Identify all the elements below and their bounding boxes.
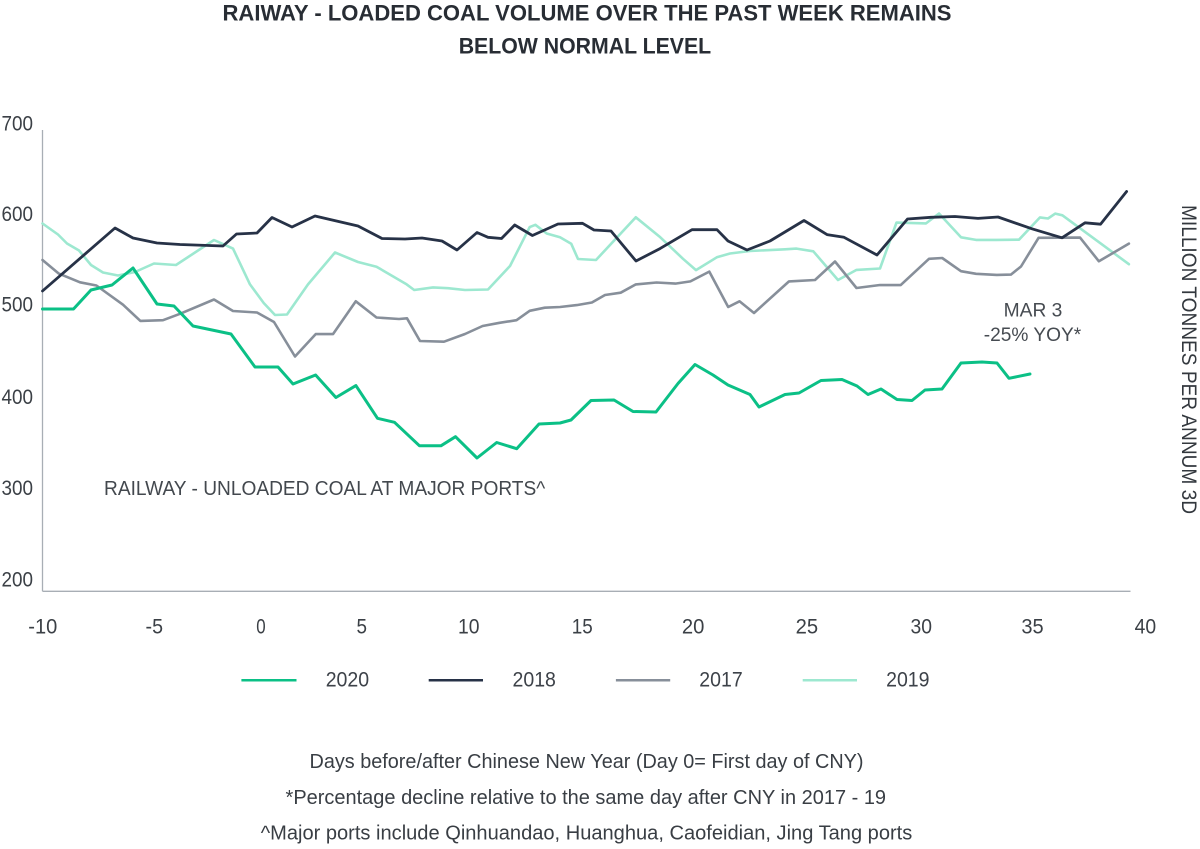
svg-text:200: 200 [2,569,34,592]
svg-text:400: 400 [2,386,34,409]
svg-text:-10: -10 [28,616,57,639]
svg-text:MILLION TONNES PER ANNUM 3D: MILLION TONNES PER ANNUM 3D [1177,205,1200,514]
svg-text:300: 300 [2,477,34,500]
svg-text:-25% YOY*: -25% YOY* [984,324,1082,346]
svg-text:2020: 2020 [326,668,369,691]
svg-text:2017: 2017 [699,668,742,691]
svg-text:10: 10 [458,616,480,639]
svg-text:20: 20 [682,616,705,639]
svg-text:MAR 3: MAR 3 [1004,300,1063,322]
svg-text:15: 15 [572,616,593,639]
svg-text:35: 35 [1021,616,1043,639]
svg-text:2018: 2018 [513,668,556,691]
svg-text:Days before/after Chinese New: Days before/after Chinese New Year (Day … [310,750,864,773]
svg-text:700: 700 [2,112,34,135]
svg-text:5: 5 [356,616,367,639]
svg-text:2019: 2019 [886,668,929,691]
svg-text:30: 30 [910,616,932,639]
svg-text:0: 0 [256,616,265,639]
svg-text:500: 500 [2,294,34,317]
svg-text:25: 25 [796,616,819,639]
svg-text:RAIWAY - LOADED COAL VOLUME OV: RAIWAY - LOADED COAL VOLUME OVER THE PAS… [223,0,952,25]
svg-text:600: 600 [2,203,34,226]
svg-text:BELOW NORMAL LEVEL: BELOW NORMAL LEVEL [459,34,712,59]
svg-text:-5: -5 [146,616,164,639]
svg-text:^Major ports include Qinhuanda: ^Major ports include Qinhuandao, Huanghu… [261,822,913,845]
svg-text:40: 40 [1135,616,1157,639]
svg-text:RAILWAY - UNLOADED COAL AT MAJ: RAILWAY - UNLOADED COAL AT MAJOR PORTS^ [104,478,546,500]
svg-text:*Percentage decline relative t: *Percentage decline relative to the same… [286,786,887,809]
